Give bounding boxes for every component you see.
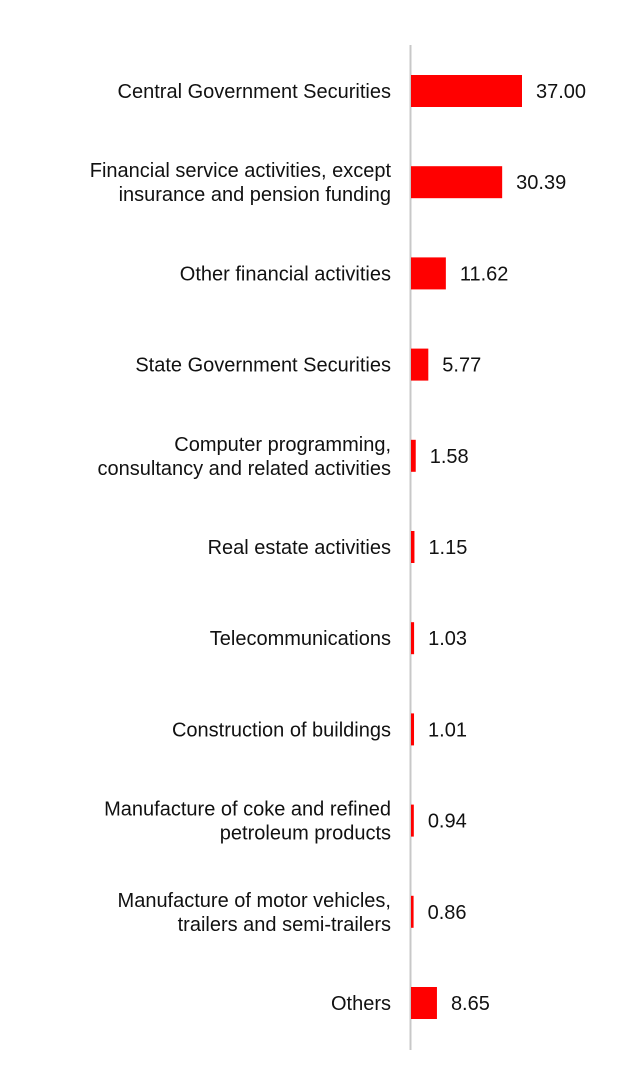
bar <box>411 895 414 928</box>
category-label-line: trailers and semi-trailers <box>178 914 391 936</box>
value-label: 0.86 <box>428 902 467 924</box>
category-labels-group: Central Government Securities Financial s… <box>90 81 392 1015</box>
category-label: Manufacture of coke and refined petroleum… <box>104 799 391 845</box>
value-label: 1.03 <box>428 628 467 650</box>
category-label-line: Real estate activities <box>208 537 391 559</box>
bar <box>411 713 415 746</box>
category-label: Others <box>331 993 391 1015</box>
category-label-line: Other financial activities <box>180 263 391 285</box>
category-label-line: petroleum products <box>220 823 391 845</box>
category-label: State Government Securities <box>135 355 391 377</box>
value-label: 1.01 <box>428 719 467 741</box>
category-label-line: Central Government Securities <box>118 81 391 103</box>
value-label: 30.39 <box>516 172 566 194</box>
bar <box>411 166 503 199</box>
category-label-line: Financial service activities, except <box>90 160 392 182</box>
category-label-line: State Government Securities <box>135 355 391 377</box>
bar <box>411 257 446 290</box>
category-label-line: Manufacture of motor vehicles, <box>118 890 391 912</box>
bar <box>411 531 415 563</box>
category-label: Computer programming, consultancy and rel… <box>98 434 392 480</box>
category-label: Telecommunications <box>210 628 391 650</box>
bar <box>411 75 522 107</box>
category-label-line: consultancy and related activities <box>98 458 392 480</box>
bar <box>411 804 414 837</box>
category-label-line: Construction of buildings <box>172 719 391 741</box>
value-label: 0.94 <box>428 811 467 833</box>
category-label-line: Telecommunications <box>210 628 391 650</box>
bar <box>411 439 416 472</box>
category-label-line: Manufacture of coke and refined <box>104 799 391 821</box>
value-label: 37.00 <box>536 81 586 103</box>
category-label-line: Computer programming, <box>174 434 391 456</box>
category-label: Construction of buildings <box>172 719 391 741</box>
bar <box>411 622 415 655</box>
category-label: Other financial activities <box>180 263 391 285</box>
category-label: Financial service activities, except insu… <box>90 160 392 206</box>
category-label-line: insurance and pension funding <box>119 184 391 206</box>
value-label: 5.77 <box>442 355 481 377</box>
value-label: 11.62 <box>460 263 509 285</box>
bars-group <box>411 75 522 1019</box>
value-labels-group: 37.00 30.39 11.62 5.77 1.58 1.15 1.03 1.01 0.94 0… <box>428 81 586 1015</box>
value-label: 1.15 <box>428 537 467 559</box>
category-label: Manufacture of motor vehicles, trailers a… <box>118 890 391 936</box>
bar <box>411 348 429 381</box>
bar <box>411 987 437 1019</box>
category-label: Real estate activities <box>208 537 391 559</box>
value-label: 8.65 <box>451 993 490 1015</box>
category-label-line: Others <box>331 993 391 1015</box>
category-label: Central Government Securities <box>118 81 391 103</box>
value-label: 1.58 <box>430 446 469 468</box>
